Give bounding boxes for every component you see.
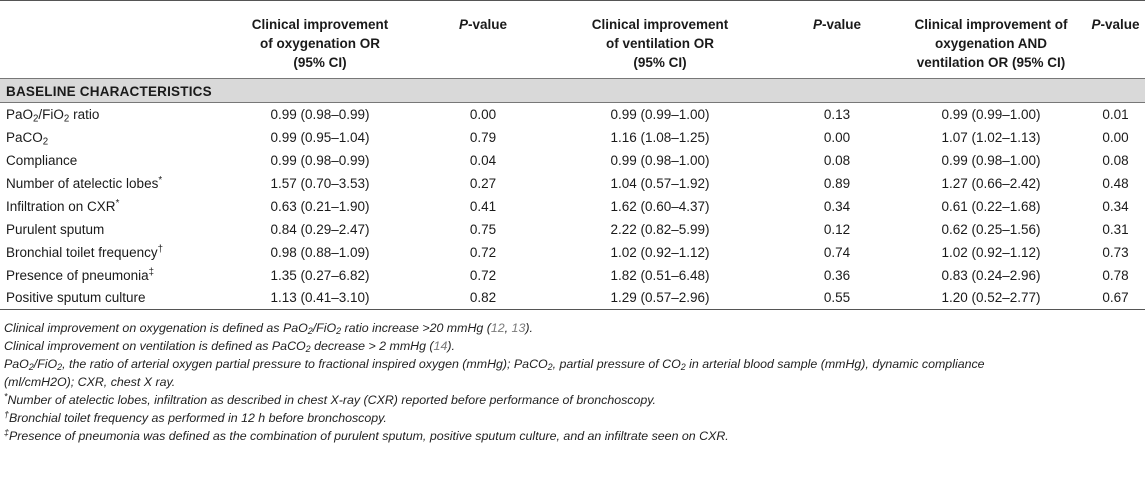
row-label: Positive sputum culture [0,286,216,310]
row-label: Bronchial toilet frequency† [6,243,163,260]
cell-or-oxygenation: 1.13 (0.41–3.10) [216,286,424,310]
table-row: Positive sputum culture 1.13 (0.41–3.10)… [0,286,1145,310]
cell-pvalue-1: 0.72 [469,267,497,283]
cell-or-oxygenation: 0.99 (0.95–1.04) [270,129,370,145]
cell-pvalue-1: 0.79 [469,129,497,145]
cell-or-oxygenation: 0.84 (0.29–2.47) [270,221,370,237]
cell-pvalue-3: 0.48 [1102,175,1129,191]
section-row: BASELINE CHARACTERISTICS [0,78,1145,103]
cell-or-ventilation: 1.16 (1.08–1.25) [610,129,710,145]
cell-pvalue-3: 0.78 [1102,267,1129,283]
footnote-dagger: †Bronchial toilet frequency as performed… [4,409,387,425]
footnote-oxygenation: Clinical improvement on oxygenation is d… [4,321,533,337]
cell-pvalue-2: 0.74 [823,244,851,260]
results-table: Clinical improvement of oxygenation OR (… [0,0,1145,310]
cell-or-oxygenation: 0.98 (0.88–1.09) [270,244,370,260]
cell-or-combined: 1.27 (0.66–2.42) [941,175,1041,191]
cell-pvalue-1: 0.04 [469,152,497,168]
cell-pvalue-2: 0.36 [823,267,851,283]
cell-or-ventilation: 2.22 (0.82–5.99) [610,221,710,237]
cell-pvalue-2: 0.00 [823,129,851,145]
cell-or-combined: 0.99 (0.99–1.00) [941,106,1041,122]
table-header: Clinical improvement of oxygenation OR (… [0,0,1145,79]
row-label: Number of atelectic lobes* [6,174,163,191]
cell-or-ventilation: 1.29 (0.57–2.96) [542,286,778,310]
footnote-asterisk: *Number of atelectic lobes, infiltration… [4,391,656,407]
cell-pvalue-1: 0.75 [469,221,497,237]
cell-or-combined: 1.20 (0.52–2.77) [896,286,1086,310]
table-row: Purulent sputum 0.84 (0.29–2.47) 0.75 2.… [0,218,1145,241]
footnote-double-dagger: ‡Presence of pneumonia was defined as th… [4,427,729,443]
row-label: PaO2/FiO2 ratio [6,106,100,125]
row-label: Infiltration on CXR* [6,197,120,214]
cell-pvalue-3: 0.73 [1102,244,1129,260]
cell-or-combined: 0.62 (0.25–1.56) [941,221,1041,237]
cell-or-ventilation: 0.99 (0.98–1.00) [610,152,710,168]
table-row: PaCO2 0.99 (0.95–1.04) 0.79 1.16 (1.08–1… [0,126,1145,149]
table-row: Number of atelectic lobes* 1.57 (0.70–3.… [0,172,1145,195]
cell-pvalue-3: 0.31 [1102,221,1129,237]
cell-pvalue-1: 0.72 [469,244,497,260]
cell-pvalue-2: 0.12 [823,221,851,237]
cell-or-oxygenation: 0.63 (0.21–1.90) [270,198,370,214]
row-label: Purulent sputum [6,221,105,237]
cell-or-oxygenation: 1.35 (0.27–6.82) [270,267,370,283]
cell-or-combined: 1.02 (0.92–1.12) [941,244,1041,260]
cell-or-ventilation: 1.02 (0.92–1.12) [610,244,710,260]
header-col-pvalue-1: P-value [458,17,508,32]
cell-or-combined: 0.61 (0.22–1.68) [941,198,1041,214]
cell-pvalue-2: 0.55 [778,286,896,310]
cell-or-combined: 0.83 (0.24–2.96) [941,267,1041,283]
cell-or-ventilation: 1.62 (0.60–4.37) [610,198,710,214]
cell-pvalue-3: 0.00 [1102,129,1129,145]
cell-pvalue-1: 0.41 [469,198,497,214]
cell-or-oxygenation: 1.57 (0.70–3.53) [270,175,370,191]
reference-link[interactable]: 13 [511,321,526,335]
cell-or-ventilation: 1.82 (0.51–6.48) [610,267,710,283]
cell-or-combined: 1.07 (1.02–1.13) [941,129,1041,145]
cell-or-oxygenation: 0.99 (0.98–0.99) [270,106,370,122]
cell-pvalue-2: 0.34 [823,198,851,214]
reference-link[interactable]: 14 [433,339,448,353]
table-figure: Clinical improvement of oxygenation OR (… [0,0,1145,445]
header-col-pvalue-2: P-value [812,17,862,32]
row-label: PaCO2 [6,129,49,147]
cell-pvalue-2: 0.89 [823,175,851,191]
table-body: PaO2/FiO2 ratio 0.99 (0.98–0.99) 0.00 0.… [0,103,1145,310]
table-row: PaO2/FiO2 ratio 0.99 (0.98–0.99) 0.00 0.… [0,103,1145,126]
cell-pvalue-3: 0.08 [1102,152,1129,168]
header-col-ventilation-or: Clinical improvement of ventilation OR (… [591,17,729,70]
section-title: BASELINE CHARACTERISTICS [0,78,1145,103]
row-label: Compliance [6,152,78,168]
table-footnotes: Clinical improvement on oxygenation is d… [0,310,1145,445]
cell-pvalue-1: 0.00 [469,106,497,122]
footnote-ventilation: Clinical improvement on ventilation is d… [4,339,455,355]
row-label: Presence of pneumonia‡ [6,266,154,283]
header-col-combined-or: Clinical improvement of oxygenation AND … [914,17,1068,70]
table-row: Compliance 0.99 (0.98–0.99) 0.04 0.99 (0… [0,149,1145,172]
cell-or-combined: 0.99 (0.98–1.00) [941,152,1041,168]
cell-or-oxygenation: 0.99 (0.98–0.99) [270,152,370,168]
footnote-abbreviations: PaO2/FiO2, the ratio of arterial oxygen … [4,357,985,389]
cell-pvalue-3: 0.34 [1102,198,1129,214]
cell-pvalue-1: 0.27 [469,175,497,191]
cell-pvalue-1: 0.82 [424,286,542,310]
cell-or-ventilation: 0.99 (0.99–1.00) [610,106,710,122]
cell-pvalue-2: 0.13 [823,106,851,122]
header-col-pvalue-3: P-value [1091,17,1140,32]
header-col-oxygenation-or: Clinical improvement of oxygenation OR (… [251,17,389,70]
header-blank [0,1,216,79]
cell-pvalue-3: 0.67 [1086,286,1145,310]
table-row: Presence of pneumonia‡ 1.35 (0.27–6.82) … [0,264,1145,287]
reference-link[interactable]: 12 [490,321,505,335]
cell-pvalue-3: 0.01 [1102,106,1129,122]
table-row: Bronchial toilet frequency† 0.98 (0.88–1… [0,241,1145,264]
cell-or-ventilation: 1.04 (0.57–1.92) [610,175,710,191]
table-row: Infiltration on CXR* 0.63 (0.21–1.90) 0.… [0,195,1145,218]
cell-pvalue-2: 0.08 [823,152,851,168]
